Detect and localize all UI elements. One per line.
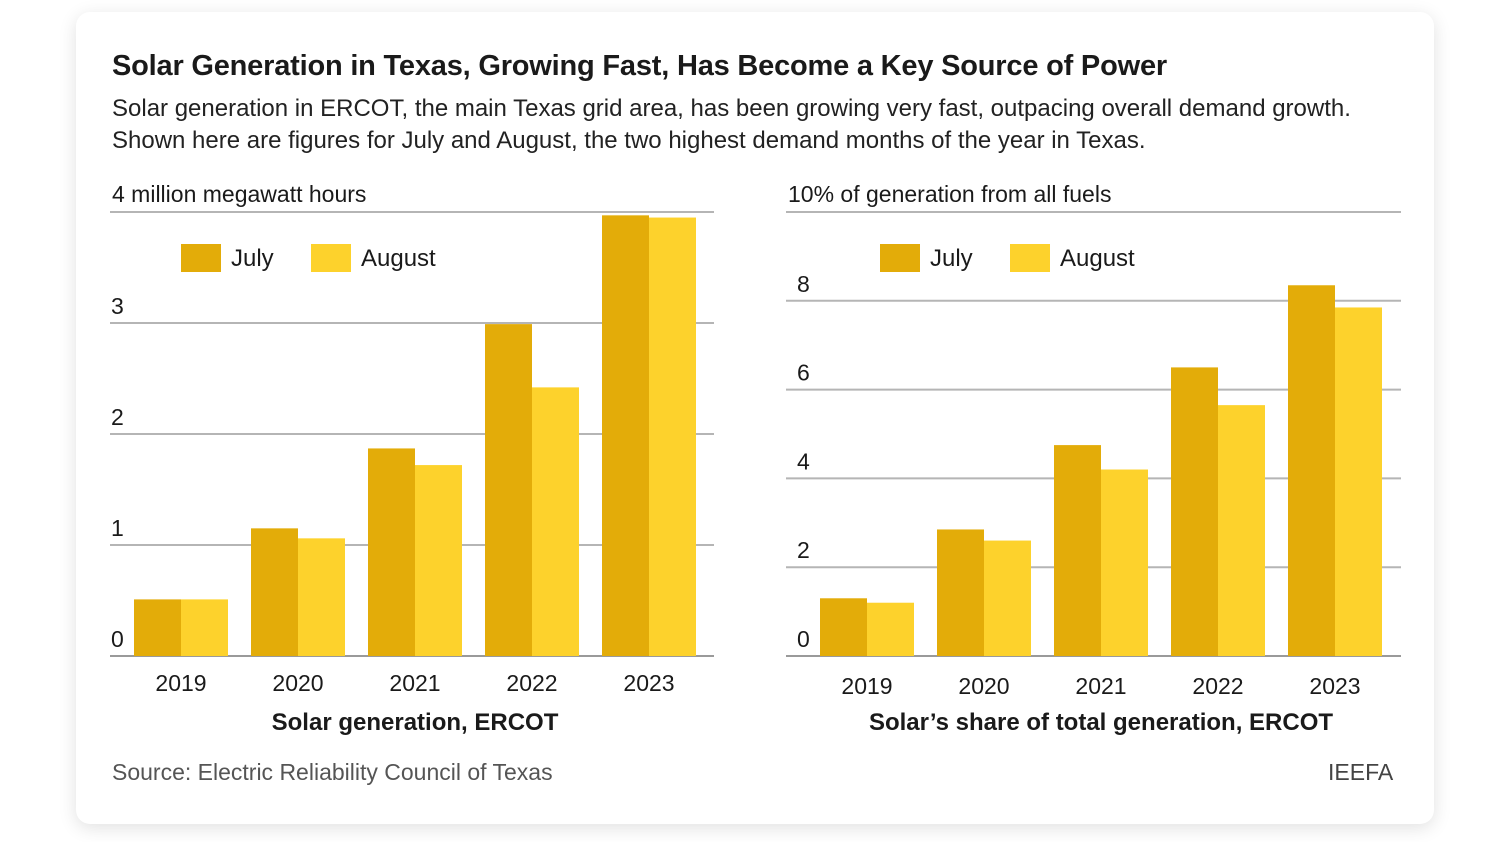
bar-july-2022	[1171, 367, 1218, 656]
bar-august-2019	[181, 599, 228, 656]
x-tick-label: 2020	[958, 673, 1009, 699]
x-tick-label: 2022	[1192, 673, 1243, 699]
y-tick-label: 0	[797, 626, 810, 652]
y-tick-label: 6	[797, 360, 810, 386]
chart-top-label: 4 million megawatt hours	[112, 181, 366, 207]
bar-july-2021	[1054, 445, 1101, 656]
legend: July August	[181, 244, 436, 272]
x-axis-label: Solar generation, ERCOT	[272, 709, 559, 736]
x-tick-label: 2023	[1309, 673, 1360, 699]
y-tick-label: 1	[111, 515, 124, 541]
chart-title: Solar Generation in Texas, Growing Fast,…	[112, 50, 1167, 82]
chart-2: 10% of generation from all fuels 0 2 4 6 8 201…	[786, 181, 1401, 736]
y-tick-label: 4	[797, 448, 810, 474]
x-tick-label: 2021	[389, 670, 440, 696]
brand-label: IEEFA	[1328, 759, 1394, 785]
bar-august-2022	[532, 387, 579, 656]
bar-august-2020	[984, 540, 1031, 656]
x-tick-label: 2019	[841, 673, 892, 699]
legend-swatch-august	[311, 244, 351, 272]
x-tick-label: 2021	[1075, 673, 1126, 699]
bar-july-2023	[602, 215, 649, 656]
chart-top-label: 10% of generation from all fuels	[788, 181, 1111, 207]
x-tick-label: 2020	[272, 670, 323, 696]
bar-july-2020	[251, 528, 298, 656]
chart-1: 4 million megawatt hours 0 1 2 3 2019 2020 2021…	[110, 181, 714, 736]
x-axis-label: Solar’s share of total generation, ERCOT	[869, 709, 1333, 736]
bar-august-2020	[298, 538, 345, 656]
y-tick-label: 0	[111, 626, 124, 652]
legend-label-august: August	[1060, 245, 1135, 272]
legend-swatch-july	[181, 244, 221, 272]
y-tick-label: 3	[111, 293, 124, 319]
bar-july-2020	[937, 529, 984, 656]
chart-subtitle: Solar generation in ERCOT, the main Texa…	[112, 95, 1351, 154]
legend: July August	[880, 244, 1135, 272]
bar-july-2022	[485, 324, 532, 656]
bar-august-2021	[415, 465, 462, 656]
bar-july-2023	[1288, 285, 1335, 656]
bar-july-2021	[368, 448, 415, 656]
bar-august-2022	[1218, 405, 1265, 656]
legend-swatch-july	[880, 244, 920, 272]
bar-august-2021	[1101, 469, 1148, 656]
x-tick-label: 2023	[623, 670, 674, 696]
bar-july-2019	[820, 598, 867, 656]
legend-label-august: August	[361, 245, 436, 272]
legend-label-july: July	[930, 245, 973, 272]
y-tick-label: 2	[111, 404, 124, 430]
source-note: Source: Electric Reliability Council of …	[112, 759, 553, 785]
bar-august-2023	[649, 217, 696, 657]
y-tick-label: 2	[797, 537, 810, 563]
legend-swatch-august	[1010, 244, 1050, 272]
bar-august-2019	[867, 602, 914, 656]
y-tick-label: 8	[797, 271, 810, 297]
bar-august-2023	[1335, 307, 1382, 656]
bar-july-2019	[134, 599, 181, 656]
legend-label-july: July	[231, 245, 274, 272]
x-tick-label: 2019	[155, 670, 206, 696]
x-tick-label: 2022	[506, 670, 557, 696]
